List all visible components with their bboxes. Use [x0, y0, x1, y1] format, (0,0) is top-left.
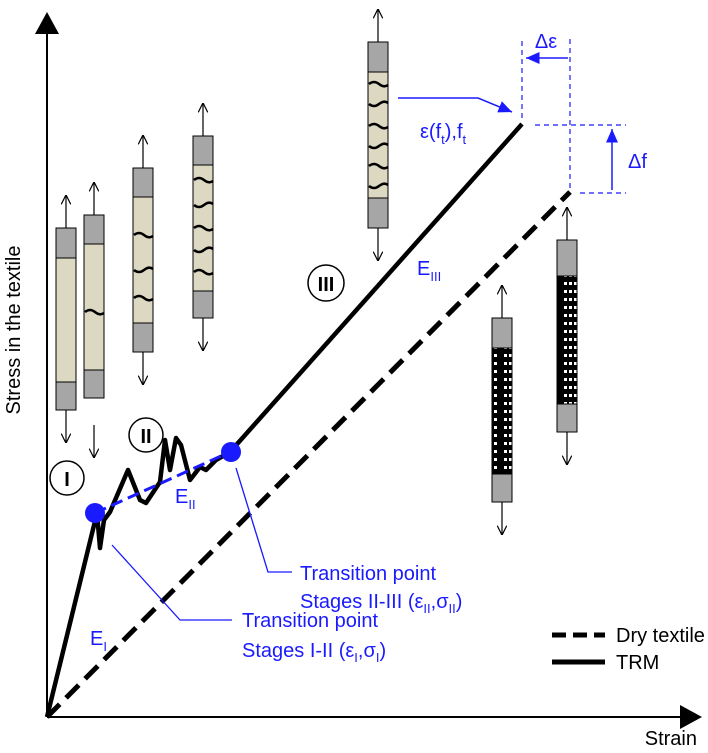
subscript: II [423, 601, 430, 616]
specimen [368, 10, 388, 260]
text: ),f [445, 121, 463, 143]
stage-label: I [64, 469, 70, 491]
x-axis-label: Strain [645, 728, 697, 750]
specimen [133, 136, 153, 384]
text: ) [456, 591, 463, 613]
subscript: I [103, 639, 107, 654]
text: ε(f [420, 121, 442, 143]
text: ) [379, 640, 386, 662]
leader-line [112, 545, 232, 620]
text: E [417, 258, 430, 280]
modulus-label: EI [90, 628, 107, 654]
modulus-label: EIII [417, 258, 441, 284]
text: Stages I-II (ε [242, 640, 354, 662]
subscript: II [449, 601, 456, 616]
transition-detail: Stages II-III (εII,σII) [300, 591, 462, 616]
transition-detail: Stages I-II (εI,σI) [242, 640, 386, 665]
subscript: III [430, 269, 441, 284]
subscript: II [188, 497, 195, 512]
diagram: Stress in the textile Strain I II III EI… [0, 0, 708, 753]
stage-label: III [318, 274, 335, 296]
transition-title: Transition point [300, 563, 436, 585]
specimen [557, 208, 577, 464]
text: Stages II-III (ε [300, 591, 423, 613]
pointer [398, 98, 512, 112]
text: E [175, 486, 188, 508]
specimen [84, 183, 104, 457]
text: ,σ [358, 640, 377, 662]
specimen [492, 286, 512, 534]
text: E [90, 628, 103, 650]
stress-increment-label: Δf [628, 151, 647, 173]
strain-increment-label: Δε [535, 31, 557, 53]
specimen [56, 196, 76, 442]
specimen [193, 104, 213, 350]
ultimate-label: ε(ft),ft [420, 121, 467, 147]
transition-point [221, 442, 241, 462]
legend-label: TRM [616, 652, 659, 674]
modulus-label: EII [175, 486, 196, 512]
stage-label: II [140, 426, 151, 448]
text: ,σ [431, 591, 450, 613]
subscript: t [463, 132, 467, 147]
transition-title: Transition point [242, 610, 378, 632]
y-axis-label: Stress in the textile [3, 246, 25, 415]
transition-point [85, 503, 105, 523]
increment-guides [522, 38, 626, 193]
legend-label: Dry textile [616, 625, 705, 647]
